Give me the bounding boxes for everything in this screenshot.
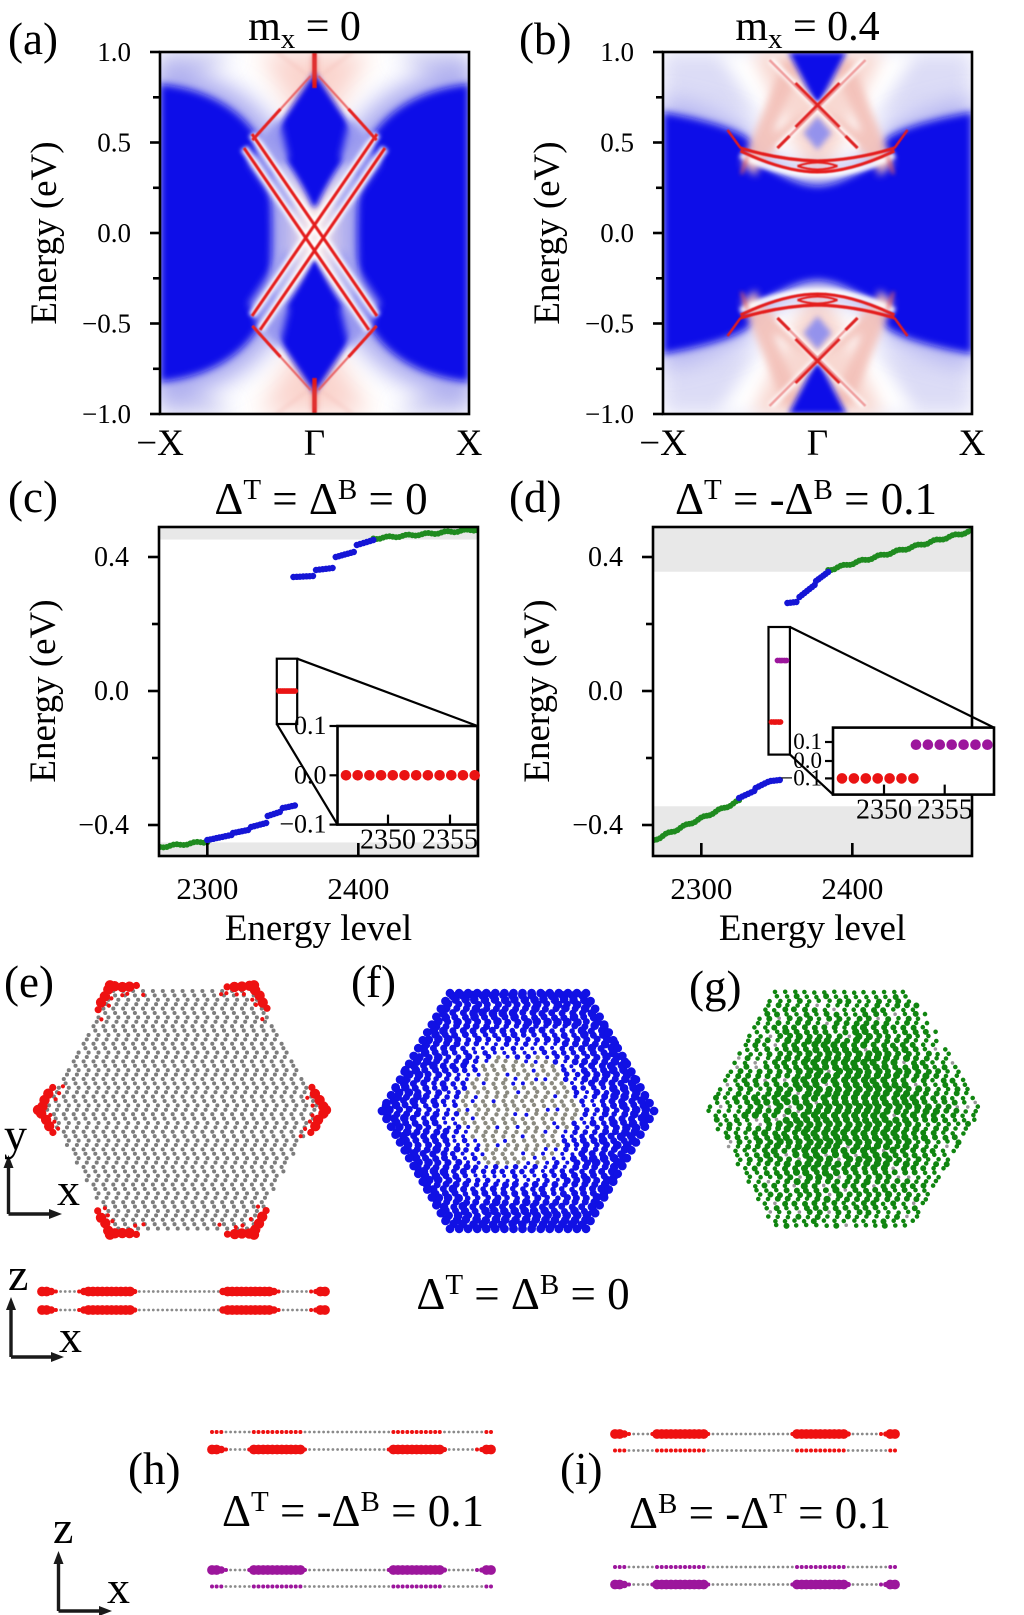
svg-text:−0.5: −0.5 — [82, 309, 131, 339]
svg-text:0.0: 0.0 — [793, 748, 822, 773]
svg-text:−0.1: −0.1 — [780, 765, 822, 790]
svg-text:2355: 2355 — [422, 825, 478, 856]
svg-text:ΔB = -ΔT = 0.1: ΔB = -ΔT = 0.1 — [629, 1488, 891, 1538]
svg-text:2400: 2400 — [327, 871, 389, 906]
svg-text:0.1: 0.1 — [793, 729, 822, 754]
svg-text:−X: −X — [136, 423, 184, 464]
svg-text:ΔT = -ΔB = 0.1: ΔT = -ΔB = 0.1 — [675, 474, 937, 524]
svg-text:−0.5: −0.5 — [585, 309, 634, 339]
svg-text:mx = 0.4: mx = 0.4 — [735, 4, 879, 55]
svg-text:x: x — [57, 1164, 80, 1215]
svg-text:z: z — [8, 1249, 28, 1300]
svg-text:0.4: 0.4 — [588, 542, 623, 573]
svg-text:(i): (i) — [560, 1444, 602, 1494]
svg-text:Γ: Γ — [304, 423, 325, 464]
svg-text:−0.4: −0.4 — [572, 810, 623, 841]
svg-text:−X: −X — [639, 423, 687, 464]
svg-text:Energy level: Energy level — [719, 908, 906, 949]
svg-text:X: X — [456, 423, 483, 464]
svg-text:0.0: 0.0 — [294, 760, 327, 789]
svg-text:(h): (h) — [128, 1444, 180, 1494]
svg-text:2350: 2350 — [360, 825, 416, 856]
svg-text:mx = 0: mx = 0 — [248, 4, 361, 55]
svg-text:Γ: Γ — [807, 423, 828, 464]
svg-text:2400: 2400 — [821, 871, 883, 906]
svg-text:(g): (g) — [689, 962, 741, 1012]
svg-text:0.0: 0.0 — [600, 218, 634, 248]
svg-text:0.5: 0.5 — [97, 128, 131, 158]
svg-text:0.0: 0.0 — [588, 676, 623, 707]
svg-text:X: X — [959, 423, 986, 464]
svg-text:−0.4: −0.4 — [78, 810, 129, 841]
svg-text:Energy (eV): Energy (eV) — [527, 141, 568, 324]
svg-text:y: y — [4, 1109, 27, 1160]
svg-text:(d): (d) — [509, 472, 561, 522]
svg-text:2355: 2355 — [917, 795, 973, 826]
svg-text:Energy (eV): Energy (eV) — [24, 141, 65, 324]
svg-text:x: x — [107, 1562, 130, 1613]
svg-text:−1.0: −1.0 — [82, 399, 131, 429]
svg-text:−1.0: −1.0 — [585, 399, 634, 429]
svg-text:(b): (b) — [519, 14, 571, 64]
svg-text:0.1: 0.1 — [294, 711, 327, 740]
svg-text:Energy level: Energy level — [225, 908, 412, 949]
svg-text:0.5: 0.5 — [600, 128, 634, 158]
svg-text:(f): (f) — [351, 957, 396, 1007]
svg-text:−0.1: −0.1 — [279, 810, 326, 839]
svg-text:1.0: 1.0 — [97, 37, 131, 67]
svg-text:x: x — [59, 1311, 82, 1362]
svg-text:(e): (e) — [4, 957, 54, 1007]
svg-text:2350: 2350 — [856, 795, 912, 826]
svg-text:0.4: 0.4 — [94, 542, 129, 573]
svg-text:(a): (a) — [8, 14, 58, 64]
svg-text:0.0: 0.0 — [94, 676, 129, 707]
svg-text:Energy (eV): Energy (eV) — [23, 599, 64, 782]
svg-text:0.0: 0.0 — [97, 218, 131, 248]
svg-text:(c): (c) — [8, 472, 58, 522]
svg-text:2300: 2300 — [176, 871, 238, 906]
svg-text:2300: 2300 — [670, 871, 732, 906]
svg-text:Energy (eV): Energy (eV) — [517, 599, 558, 782]
svg-text:1.0: 1.0 — [600, 37, 634, 67]
svg-text:z: z — [53, 1502, 73, 1553]
